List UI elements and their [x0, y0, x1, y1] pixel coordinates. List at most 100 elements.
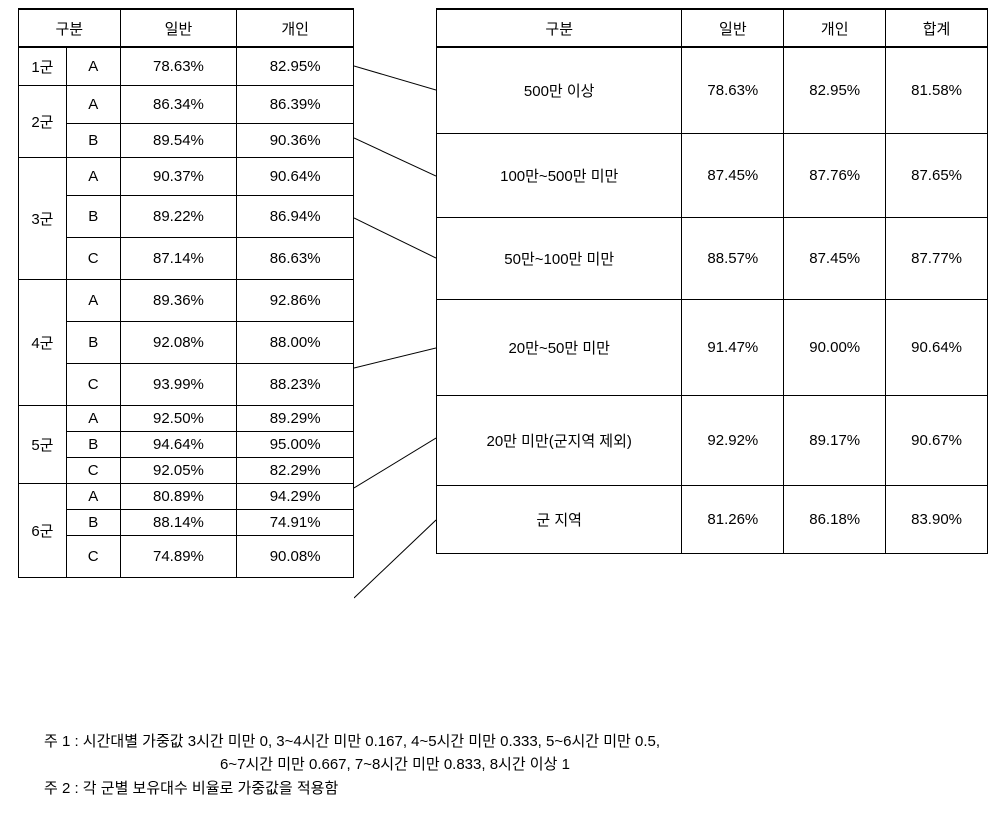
gaein-cell: 89.29%: [237, 405, 354, 431]
ilban-cell: 92.05%: [120, 457, 237, 483]
left-header-gaein: 개인: [237, 9, 354, 47]
table-row: 군 지역81.26%86.18%83.90%: [437, 485, 988, 553]
connector-line: [354, 138, 436, 176]
right-table: 구분 일반 개인 합계 500만 이상78.63%82.95%81.58%100…: [436, 8, 988, 554]
ilban-cell: 74.89%: [120, 535, 237, 577]
ilban-cell: 92.08%: [120, 321, 237, 363]
gaein-cell: 74.91%: [237, 509, 354, 535]
hapgye-cell: 87.77%: [886, 217, 988, 299]
table-row: 2군A86.34%86.39%: [19, 85, 354, 123]
gaein-cell: 90.08%: [237, 535, 354, 577]
group-label: 2군: [19, 85, 67, 157]
sub-label: B: [66, 509, 120, 535]
ilban-cell: 80.89%: [120, 483, 237, 509]
gaein-cell: 86.94%: [237, 195, 354, 237]
gaein-cell: 88.00%: [237, 321, 354, 363]
ilban-cell: 87.14%: [120, 237, 237, 279]
table-row: 1군A78.63%82.95%: [19, 47, 354, 85]
ilban-cell: 89.54%: [120, 123, 237, 157]
left-header-ilban: 일반: [120, 9, 237, 47]
left-header-gubun: 구분: [19, 9, 121, 47]
label-cell: 군 지역: [437, 485, 682, 553]
gaein-cell: 90.36%: [237, 123, 354, 157]
table-row: C87.14%86.63%: [19, 237, 354, 279]
sub-label: A: [66, 157, 120, 195]
ilban-cell: 78.63%: [682, 47, 784, 133]
table-row: B89.22%86.94%: [19, 195, 354, 237]
hapgye-cell: 81.58%: [886, 47, 988, 133]
connector-line: [354, 218, 436, 258]
group-label: 6군: [19, 483, 67, 577]
ilban-cell: 81.26%: [682, 485, 784, 553]
ilban-cell: 89.36%: [120, 279, 237, 321]
group-label: 4군: [19, 279, 67, 405]
ilban-cell: 89.22%: [120, 195, 237, 237]
footnote-1b: 6~7시간 미만 0.667, 7~8시간 미만 0.833, 8시간 이상 1: [44, 753, 964, 776]
right-header-hapgye: 합계: [886, 9, 988, 47]
connector-line: [354, 348, 436, 368]
sub-label: A: [66, 405, 120, 431]
right-header-gubun: 구분: [437, 9, 682, 47]
gaein-cell: 87.45%: [784, 217, 886, 299]
sub-label: B: [66, 195, 120, 237]
sub-label: C: [66, 457, 120, 483]
table-row: B94.64%95.00%: [19, 431, 354, 457]
table-row: 20만~50만 미만91.47%90.00%90.64%: [437, 299, 988, 395]
hapgye-cell: 87.65%: [886, 133, 988, 217]
label-cell: 500만 이상: [437, 47, 682, 133]
group-label: 5군: [19, 405, 67, 483]
hapgye-cell: 90.64%: [886, 299, 988, 395]
footnotes: 주 1 : 시간대별 가중값 3시간 미만 0, 3~4시간 미만 0.167,…: [44, 730, 964, 800]
ilban-cell: 93.99%: [120, 363, 237, 405]
sub-label: C: [66, 535, 120, 577]
ilban-cell: 88.57%: [682, 217, 784, 299]
table-row: C74.89%90.08%: [19, 535, 354, 577]
table-row: 100만~500만 미만87.45%87.76%87.65%: [437, 133, 988, 217]
connector-lines: [354, 8, 436, 708]
gaein-cell: 86.39%: [237, 85, 354, 123]
group-label: 1군: [19, 47, 67, 85]
sub-label: B: [66, 123, 120, 157]
ilban-cell: 78.63%: [120, 47, 237, 85]
table-row: 3군A90.37%90.64%: [19, 157, 354, 195]
connector-line: [354, 438, 436, 488]
ilban-cell: 92.92%: [682, 395, 784, 485]
gaein-cell: 82.95%: [784, 47, 886, 133]
gaein-cell: 89.17%: [784, 395, 886, 485]
gaein-cell: 82.29%: [237, 457, 354, 483]
sub-label: B: [66, 431, 120, 457]
label-cell: 20만~50만 미만: [437, 299, 682, 395]
connector-line: [354, 520, 436, 598]
gaein-cell: 90.64%: [237, 157, 354, 195]
gaein-cell: 86.18%: [784, 485, 886, 553]
hapgye-cell: 83.90%: [886, 485, 988, 553]
ilban-cell: 90.37%: [120, 157, 237, 195]
gaein-cell: 88.23%: [237, 363, 354, 405]
table-row: 500만 이상78.63%82.95%81.58%: [437, 47, 988, 133]
sub-label: A: [66, 85, 120, 123]
sub-label: C: [66, 363, 120, 405]
right-header-ilban: 일반: [682, 9, 784, 47]
right-header-gaein: 개인: [784, 9, 886, 47]
hapgye-cell: 90.67%: [886, 395, 988, 485]
ilban-cell: 86.34%: [120, 85, 237, 123]
ilban-cell: 92.50%: [120, 405, 237, 431]
table-row: B92.08%88.00%: [19, 321, 354, 363]
label-cell: 100만~500만 미만: [437, 133, 682, 217]
table-row: 4군A89.36%92.86%: [19, 279, 354, 321]
table-row: 50만~100만 미만88.57%87.45%87.77%: [437, 217, 988, 299]
table-row: 5군A92.50%89.29%: [19, 405, 354, 431]
gaein-cell: 95.00%: [237, 431, 354, 457]
table-row: C93.99%88.23%: [19, 363, 354, 405]
ilban-cell: 91.47%: [682, 299, 784, 395]
gaein-cell: 90.00%: [784, 299, 886, 395]
ilban-cell: 87.45%: [682, 133, 784, 217]
sub-label: A: [66, 47, 120, 85]
footnote-2: 주 2 : 각 군별 보유대수 비율로 가중값을 적용함: [44, 777, 964, 800]
gaein-cell: 82.95%: [237, 47, 354, 85]
sub-label: B: [66, 321, 120, 363]
left-table: 구분 일반 개인 1군A78.63%82.95%2군A86.34%86.39%B…: [18, 8, 354, 578]
label-cell: 50만~100만 미만: [437, 217, 682, 299]
ilban-cell: 94.64%: [120, 431, 237, 457]
gaein-cell: 92.86%: [237, 279, 354, 321]
